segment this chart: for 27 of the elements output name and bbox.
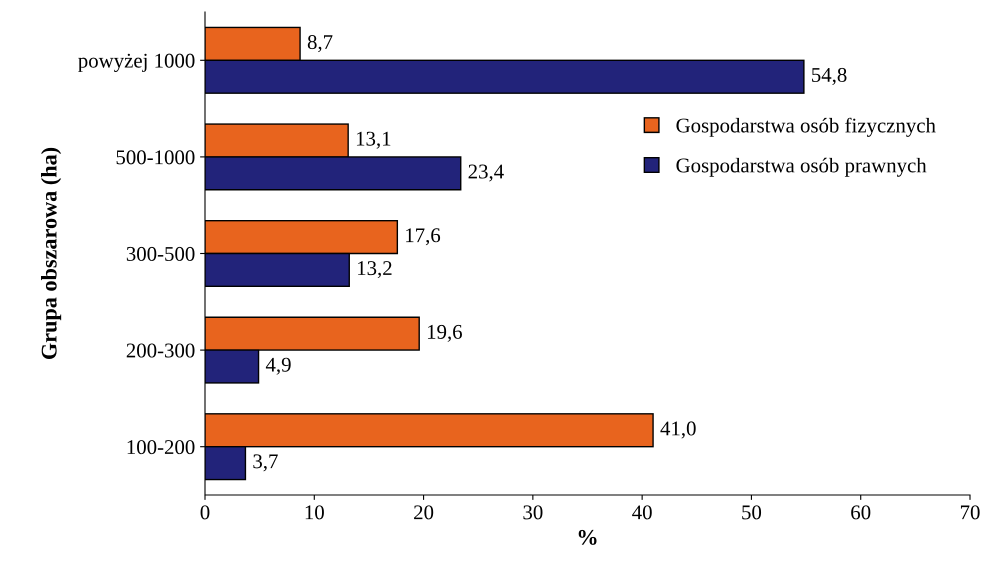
data-label: 19,6 (428, 324, 462, 342)
x-tick-label: 0 (200, 505, 210, 520)
data-label: 8,7 (308, 35, 332, 52)
data-label: 41,0 (660, 421, 696, 438)
data-label: 23,4 (468, 164, 504, 182)
y-tick-label: 300-500 (126, 246, 194, 261)
data-label: 13,1 (356, 132, 390, 149)
data-label: 17,6 (406, 228, 440, 246)
legend-label: Gospodarstwa osób fizycznych (676, 118, 936, 137)
data-label: 4,9 (266, 358, 291, 375)
x-tick-label: 40 (632, 505, 652, 520)
x-tick-label: 30 (523, 505, 542, 520)
legend-label: Gospodarstwa osób prawnych (676, 158, 926, 177)
y-axis-title: Grupa obszarowa (ha) (41, 148, 62, 360)
y-tick-label: 500-1000 (116, 150, 194, 164)
x-axis-title: % (578, 530, 597, 545)
x-tick-label: 60 (851, 505, 870, 520)
data-label: 54,8 (812, 68, 846, 85)
data-label: 3,7 (253, 454, 278, 472)
x-tick-label: 20 (414, 505, 434, 520)
data-label: 13,2 (358, 261, 392, 278)
x-tick-label: 50 (742, 505, 762, 520)
y-tick-label: powyżej 1000 (78, 54, 194, 72)
y-tick-label: 100-200 (128, 440, 194, 454)
x-tick-label: 70 (960, 505, 980, 520)
x-tick-label: 10 (306, 505, 324, 520)
y-tick-label: 200-300 (126, 343, 194, 358)
